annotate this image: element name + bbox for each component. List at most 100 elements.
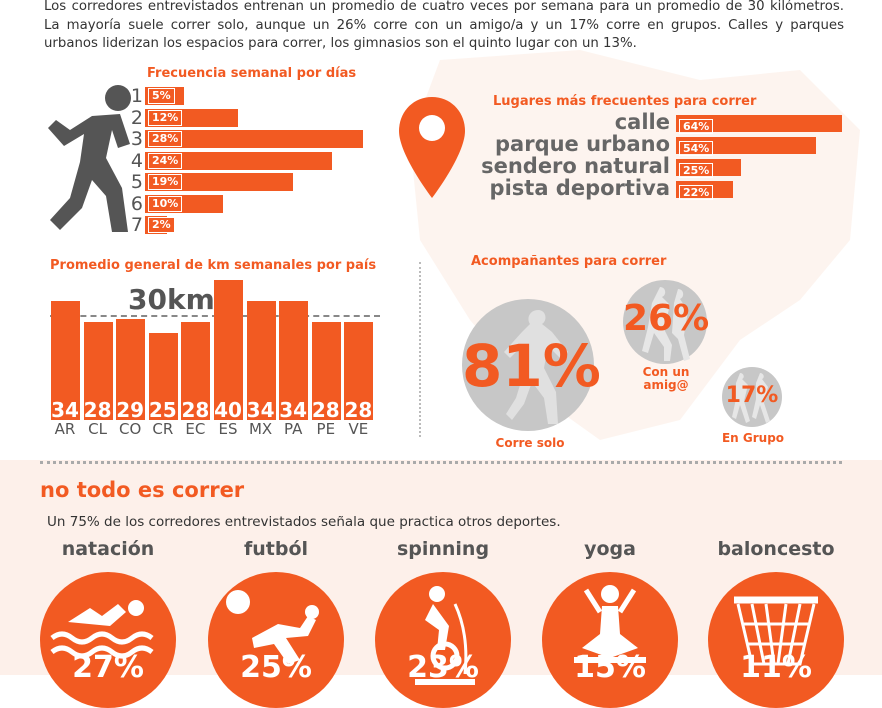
km-country-label: CR bbox=[152, 420, 174, 438]
km-bar-value: 28 bbox=[83, 398, 112, 422]
caption-con-amigo-line1: Con un bbox=[642, 365, 690, 379]
place-bar-label: 25% bbox=[679, 163, 714, 178]
swimmer-icon bbox=[50, 600, 154, 659]
place-bar-label: 64% bbox=[679, 119, 714, 134]
sport-pct: 15% bbox=[574, 650, 646, 685]
freq-bar-label: 2% bbox=[148, 217, 175, 233]
freq-bar: 19% bbox=[145, 173, 293, 191]
km-bar-value: 28 bbox=[311, 398, 340, 422]
km-bar-value: 34 bbox=[246, 398, 275, 422]
km-country-label: MX bbox=[248, 420, 273, 438]
sport-label: natación bbox=[61, 538, 155, 560]
km-bar bbox=[51, 301, 80, 420]
caption-en-grupo: En Grupo bbox=[721, 431, 785, 445]
km-bar-value: 40 bbox=[214, 398, 242, 422]
km-bar bbox=[344, 322, 374, 420]
km-bar bbox=[116, 318, 146, 420]
freq-day-label: 7 bbox=[130, 214, 143, 236]
section2-text: Un 75% de los corredores entrevistados s… bbox=[47, 514, 561, 530]
km-bar bbox=[181, 322, 211, 420]
frequency-title: Frecuencia semanal por días bbox=[147, 66, 357, 81]
soccer-player-icon bbox=[226, 590, 319, 664]
freq-bar: 28% bbox=[145, 130, 363, 148]
freq-bar: 10% bbox=[145, 194, 223, 213]
freq-bar: 12% bbox=[145, 108, 239, 127]
sport-label: yoga bbox=[584, 538, 636, 560]
location-pin-icon bbox=[399, 97, 465, 198]
place-bar: 54% bbox=[676, 137, 817, 156]
freq-bar-label: 28% bbox=[148, 131, 183, 147]
km-country-label: PE bbox=[316, 420, 336, 438]
freq-bar-label: 5% bbox=[148, 88, 175, 104]
km-country-label: VE bbox=[348, 420, 369, 438]
km-country-label: CO bbox=[119, 420, 142, 438]
km-country-label: AR bbox=[54, 420, 76, 438]
sport-pct: 25% bbox=[240, 650, 312, 685]
km-bar-value: 28 bbox=[181, 398, 210, 422]
place-label: pista deportiva bbox=[489, 176, 670, 200]
freq-day-label: 2 bbox=[130, 106, 143, 129]
km-bar bbox=[279, 301, 309, 420]
sport-pct: 23% bbox=[407, 650, 479, 685]
freq-bar: 5% bbox=[145, 87, 184, 105]
divider-horizontal bbox=[40, 461, 842, 464]
caption-corre-solo: Corre solo bbox=[495, 436, 565, 450]
sport-label: futból bbox=[243, 538, 309, 560]
intro-paragraph: Los corredores entrevistados entrenan un… bbox=[44, 0, 844, 51]
places-title: Lugares más frecuentes para correr bbox=[493, 94, 757, 109]
km-country-label: PA bbox=[284, 420, 303, 438]
pct-en-grupo: 17% bbox=[725, 383, 779, 408]
km-country-label: CL bbox=[88, 420, 108, 438]
pct-con-amigo: 26% bbox=[623, 298, 710, 339]
km-country-label: EC bbox=[185, 420, 206, 438]
sport-pct: 11% bbox=[740, 650, 812, 685]
freq-bar-label: 12% bbox=[148, 109, 183, 126]
freq-bar-label: 19% bbox=[148, 174, 183, 190]
runner-silhouette-icon bbox=[504, 310, 568, 424]
km-bar-value: 29 bbox=[116, 398, 145, 422]
sport-pct: 27% bbox=[72, 650, 144, 685]
freq-bar: 2% bbox=[145, 216, 175, 234]
km-bar bbox=[214, 280, 243, 420]
companions-title: Acompañantes para correr bbox=[471, 254, 667, 269]
sport-label: spinning bbox=[396, 538, 490, 560]
place-bar: 22% bbox=[676, 181, 734, 200]
caption-con-amigo-line2: amig@ bbox=[643, 378, 689, 392]
divider-vertical bbox=[419, 262, 421, 437]
km-bar-value: 25 bbox=[148, 398, 177, 422]
freq-bar-label: 24% bbox=[148, 152, 183, 169]
two-runners-icon bbox=[642, 287, 690, 361]
freq-day-label: 6 bbox=[130, 192, 143, 215]
group-runners-icon bbox=[732, 373, 770, 423]
freq-day-label: 1 bbox=[130, 85, 143, 107]
runner-icon bbox=[48, 85, 131, 232]
km-bar-value: 34 bbox=[279, 398, 308, 422]
caption-con-amigo: Con un amig@ bbox=[626, 366, 706, 392]
km-reference-label: 30km bbox=[128, 283, 215, 316]
freq-bar-label: 10% bbox=[148, 195, 183, 212]
place-bar: 64% bbox=[676, 115, 842, 134]
freq-day-label: 4 bbox=[130, 149, 143, 172]
place-bar-label: 22% bbox=[679, 185, 714, 200]
section2-title: no todo es correr bbox=[40, 478, 245, 502]
basketball-hoop-icon bbox=[734, 596, 818, 666]
place-bar-label: 54% bbox=[679, 141, 714, 156]
freq-day-label: 5 bbox=[130, 171, 143, 193]
km-bar bbox=[148, 332, 178, 420]
km-bar bbox=[83, 322, 113, 420]
freq-day-label: 3 bbox=[130, 128, 143, 150]
yoga-pose-icon bbox=[574, 585, 646, 663]
sport-label: baloncesto bbox=[717, 538, 835, 560]
place-label: calle bbox=[614, 110, 670, 134]
place-label: parque urbano bbox=[495, 132, 670, 156]
pct-corre-solo: 81% bbox=[462, 332, 601, 400]
km-bar-value: 28 bbox=[344, 398, 373, 422]
km-bar bbox=[311, 322, 341, 420]
km-country-label: ES bbox=[218, 420, 238, 438]
place-bar: 25% bbox=[676, 159, 741, 178]
km-title: Promedio general de km semanales por paí… bbox=[50, 258, 377, 273]
freq-bar: 24% bbox=[145, 151, 332, 170]
km-bar-value: 34 bbox=[51, 398, 79, 422]
km-bar bbox=[246, 301, 276, 420]
place-label: sendero natural bbox=[481, 154, 670, 178]
